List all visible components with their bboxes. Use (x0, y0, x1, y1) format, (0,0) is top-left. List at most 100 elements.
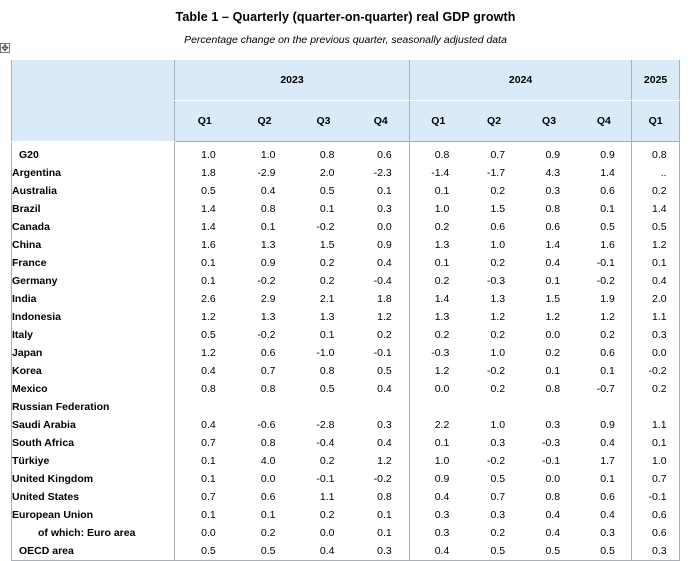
value-text: 0.1 (600, 203, 615, 215)
value-text: 0.3 (651, 329, 667, 341)
value-cell: -0.1 (295, 470, 353, 488)
country-name: Russian Federation (11, 398, 175, 416)
value-text: 0.5 (377, 365, 392, 377)
value-text: 1.1 (651, 311, 667, 323)
value-text: 0.4 (545, 509, 561, 521)
value-cell: 0.1 (353, 524, 410, 542)
value-cell: 0.2 (467, 326, 522, 344)
value-cell: 0.2 (295, 254, 353, 272)
year-header-2: 2025 (631, 60, 681, 101)
value-cell: 0.3 (522, 416, 577, 434)
quarter-header-0: Q1 (174, 100, 235, 142)
value-cell: 1.2 (353, 308, 410, 326)
value-text: -2.8 (316, 419, 335, 431)
value-cell: 0.8 (631, 141, 681, 164)
value-text: 0.4 (319, 545, 335, 557)
value-text: 0.1 (319, 329, 335, 341)
value-text: -0.1 (596, 257, 615, 269)
value-cell: -0.6 (235, 416, 295, 434)
value-text: 0.7 (260, 365, 276, 377)
value-cell: 0.1 (235, 218, 295, 236)
value-text: 1.4 (651, 203, 667, 215)
value-text: -0.2 (257, 275, 276, 287)
value-text: 1.9 (600, 293, 615, 305)
value-text: 1.5 (490, 203, 506, 215)
value-cell: 0.5 (631, 218, 681, 236)
value-cell: 0.2 (409, 326, 467, 344)
value-text: 1.6 (201, 239, 216, 251)
value-cell: 0.8 (522, 200, 577, 218)
value-text: 0.4 (260, 185, 276, 197)
value-text: 0.6 (377, 149, 392, 161)
move-icon[interactable]: ✥ (0, 43, 10, 53)
value-cell: 0.1 (522, 362, 577, 380)
value-cell: 0.6 (353, 142, 410, 165)
value-text: 0.7 (490, 149, 506, 161)
value-cell: 0.4 (235, 182, 295, 200)
value-text: .. (660, 167, 667, 179)
value-cell: 4.3 (522, 164, 577, 182)
value-text: 0.9 (600, 149, 615, 161)
value-text: 0.5 (545, 545, 561, 557)
value-text: 0.9 (260, 257, 276, 269)
value-text: -1.7 (486, 167, 506, 179)
value-cell: 0.3 (353, 200, 410, 218)
value-text: 0.5 (490, 545, 506, 557)
table-row: Indonesia 1.2 1.3 1.3 1.2 1.3 1.2 1.2 1.2 1.1 (11, 308, 681, 326)
value-text: 0.8 (319, 365, 335, 377)
value-cell: 0.6 (577, 344, 632, 362)
value-cell: 1.8 (353, 290, 410, 308)
value-cell: 0.5 (174, 182, 235, 200)
value-cell: -0.2 (295, 218, 353, 236)
value-cell: -1.0 (295, 344, 353, 362)
value-cell: -0.1 (631, 488, 681, 506)
value-text: 1.3 (319, 311, 335, 323)
value-text: 0.0 (377, 221, 392, 233)
value-text: 0.6 (490, 221, 506, 233)
value-text: 0.0 (651, 347, 667, 359)
country-name: Germany (11, 272, 175, 290)
value-text: 0.4 (600, 509, 615, 521)
value-cell: 1.2 (522, 308, 577, 326)
value-text: -0.3 (541, 437, 561, 449)
value-text: 0.5 (319, 383, 335, 395)
value-cell: 0.1 (174, 452, 235, 470)
value-cell (522, 398, 577, 416)
value-cell (577, 398, 632, 416)
value-cell: 0.5 (234, 542, 295, 561)
value-cell: 1.2 (409, 362, 467, 380)
value-text: 1.3 (434, 311, 450, 323)
value-text: 1.7 (600, 455, 615, 467)
value-cell: 1.4 (577, 164, 632, 182)
value-cell: 0.8 (295, 142, 353, 165)
quarter-header-5: Q2 (466, 100, 522, 142)
value-cell: 0.4 (577, 434, 632, 452)
value-text: 1.0 (434, 203, 450, 215)
value-text: 0.4 (377, 257, 392, 269)
country-name: Japan (11, 344, 175, 362)
value-text: 0.2 (434, 275, 450, 287)
value-cell: 0.6 (467, 218, 522, 236)
value-text: 0.6 (260, 491, 276, 503)
value-cell: 0.9 (577, 142, 632, 165)
value-cell (353, 398, 410, 416)
value-text: 4.0 (260, 455, 276, 467)
value-text: 1.0 (260, 149, 276, 161)
table-row: China 1.6 1.3 1.5 0.9 1.3 1.0 1.4 1.6 1.2 (11, 236, 681, 254)
value-cell: 0.9 (235, 254, 295, 272)
value-cell: 0.2 (295, 272, 353, 290)
value-cell: 0.3 (577, 524, 632, 542)
value-text: 0.1 (377, 527, 392, 539)
value-cell: 0.1 (522, 272, 577, 290)
country-name: India (11, 290, 175, 308)
value-cell: .. (631, 164, 681, 182)
country-name: United States (11, 488, 175, 506)
value-text: 0.1 (319, 203, 335, 215)
value-cell: 0.3 (467, 506, 522, 524)
value-text: 0.2 (319, 509, 335, 521)
value-cell: 0.3 (409, 524, 467, 542)
value-cell: -1.4 (409, 164, 467, 182)
value-text: 0.1 (434, 185, 450, 197)
value-cell: 1.4 (631, 200, 681, 218)
value-text: 1.0 (490, 347, 506, 359)
